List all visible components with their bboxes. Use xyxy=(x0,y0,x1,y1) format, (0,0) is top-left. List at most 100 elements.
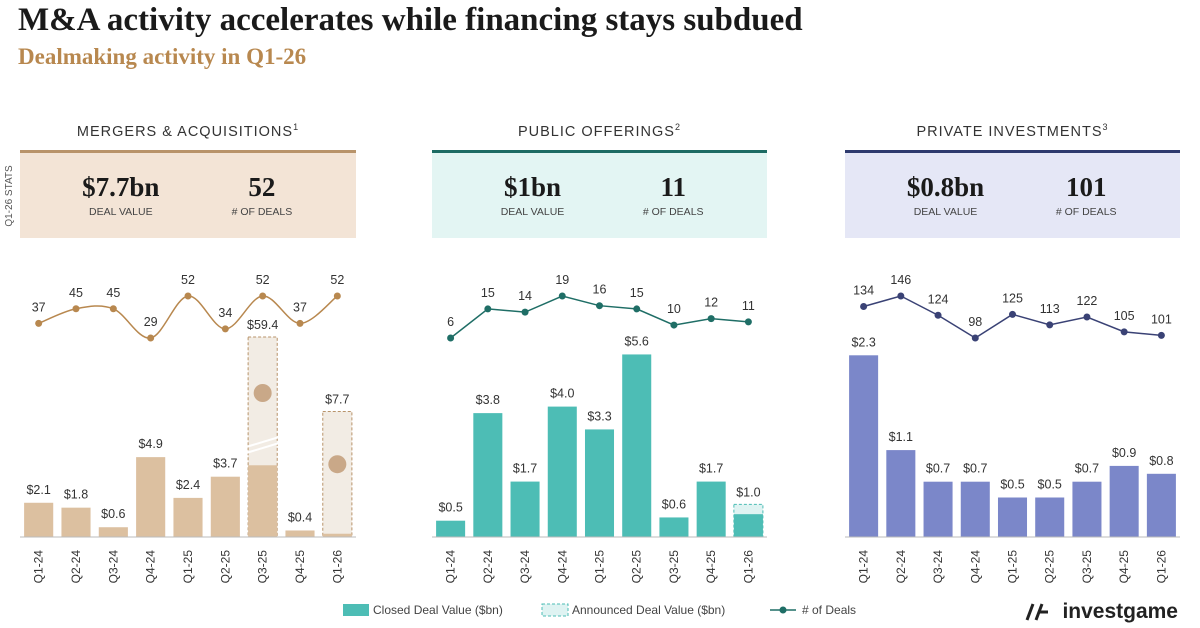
x-tick-label: Q2-24 xyxy=(69,550,83,584)
x-tick-label: Q3-25 xyxy=(1080,550,1094,584)
deals-label: 105 xyxy=(1114,309,1135,323)
deals-label: 16 xyxy=(593,283,607,297)
deals-point xyxy=(860,303,868,310)
x-tick-label: Q1-26 xyxy=(1154,550,1168,584)
x-tick-label: Q1-25 xyxy=(181,550,195,584)
brand-logo xyxy=(1025,603,1048,621)
x-tick-label: Q1-26 xyxy=(330,550,344,584)
deals-label: 15 xyxy=(481,286,495,300)
closed-bar xyxy=(98,527,128,537)
closed-bar xyxy=(1109,465,1139,537)
deals-point xyxy=(109,305,117,313)
closed-bar xyxy=(1035,497,1065,537)
x-tick-label: Q2-25 xyxy=(218,550,232,584)
deals-point xyxy=(259,292,267,300)
x-tick-label: Q4-24 xyxy=(144,550,158,584)
stat-label: DEAL VALUE xyxy=(914,206,978,218)
header-rule xyxy=(20,150,356,153)
chart-panel: MERGERS & ACQUISITIONS1 $7.7bn DEAL VALUE 5… xyxy=(20,122,356,583)
deals-point xyxy=(447,334,455,342)
deals-label: 19 xyxy=(555,273,569,287)
x-tick-label: Q3-25 xyxy=(256,550,270,584)
closed-bar xyxy=(136,457,166,537)
x-tick-label: Q3-24 xyxy=(931,550,945,584)
chart-panel: PUBLIC OFFERINGS2 $1bn DEAL VALUE 11 # OF DE… xyxy=(432,122,767,583)
legend-label: Closed Deal Value ($bn) xyxy=(373,603,503,617)
deals-label: 52 xyxy=(330,273,344,287)
deals-point xyxy=(1120,328,1128,336)
x-tick-label: Q2-24 xyxy=(894,550,908,584)
header-rule xyxy=(432,150,767,153)
closed-bar xyxy=(510,481,540,537)
deals-label: 15 xyxy=(630,286,644,300)
value-label: $1.1 xyxy=(889,430,913,444)
value-label: $1.8 xyxy=(64,488,88,502)
deals-point xyxy=(897,292,905,300)
x-tick-label: Q2-25 xyxy=(630,550,644,584)
value-label: $0.7 xyxy=(963,462,987,476)
deals-label: 29 xyxy=(144,315,158,329)
deals-point xyxy=(744,318,752,326)
value-label: $4.9 xyxy=(138,437,162,451)
deals-label: 101 xyxy=(1151,312,1172,326)
chart-title: PUBLIC OFFERINGS2 xyxy=(518,122,681,140)
x-tick-label: Q3-25 xyxy=(667,550,681,584)
value-label: $0.9 xyxy=(1112,446,1136,460)
deals-label: 37 xyxy=(293,300,307,314)
deals-label: 124 xyxy=(928,292,949,306)
stat-value: $0.8bn xyxy=(907,172,984,202)
closed-bar xyxy=(1072,481,1102,537)
closed-bar xyxy=(584,429,615,537)
value-label: $3.8 xyxy=(476,393,500,407)
deals-point xyxy=(1083,313,1091,321)
x-tick-label: Q4-25 xyxy=(704,550,718,584)
deals-label: 113 xyxy=(1040,302,1060,316)
x-tick-label: Q4-25 xyxy=(293,550,307,584)
company-logo xyxy=(253,384,272,402)
value-label: $0.5 xyxy=(1000,478,1024,492)
closed-bar xyxy=(24,502,54,537)
deals-label: 11 xyxy=(742,299,755,313)
deals-label: 37 xyxy=(32,300,46,314)
value-label: $3.3 xyxy=(587,409,611,423)
value-label: $0.5 xyxy=(1038,478,1062,492)
deals-point xyxy=(971,334,979,342)
closed-bar xyxy=(1146,473,1176,537)
deals-label: 14 xyxy=(518,289,532,303)
closed-bar xyxy=(248,465,278,537)
legend-dot xyxy=(779,606,787,614)
stat-value: 101 xyxy=(1066,172,1107,202)
closed-bar xyxy=(997,497,1028,537)
x-tick-label: Q2-24 xyxy=(481,550,495,584)
chart-title-note: 2 xyxy=(675,122,681,132)
deals-point xyxy=(221,325,229,333)
x-tick-label: Q4-24 xyxy=(968,550,982,584)
deals-point xyxy=(1157,331,1165,339)
value-label: $5.6 xyxy=(625,334,649,348)
x-tick-label: Q1-25 xyxy=(1006,550,1020,584)
deals-label: 122 xyxy=(1077,294,1098,308)
closed-bar xyxy=(436,520,466,537)
closed-bar xyxy=(960,481,990,537)
deals-label: 134 xyxy=(853,284,874,298)
deals-point xyxy=(333,292,341,300)
value-label: $1.0 xyxy=(736,485,760,499)
stat-value: 11 xyxy=(660,172,686,202)
x-tick-label: Q1-24 xyxy=(32,550,46,584)
deals-point xyxy=(296,319,304,327)
value-label: $3.7 xyxy=(213,457,237,471)
chart-title-note: 3 xyxy=(1103,122,1109,132)
x-tick-label: Q1-26 xyxy=(741,550,755,584)
deals-point xyxy=(72,305,80,313)
deals-point xyxy=(35,319,43,327)
deals-point xyxy=(558,292,566,300)
closed-bar xyxy=(173,497,203,537)
closed-bar xyxy=(322,533,352,537)
value-label: $59.4 xyxy=(247,318,278,332)
value-label: $4.0 xyxy=(550,387,574,401)
legend-swatch xyxy=(343,604,369,616)
x-tick-label: Q1-25 xyxy=(593,550,607,584)
closed-bar xyxy=(923,481,953,537)
deals-label: 12 xyxy=(704,296,718,310)
